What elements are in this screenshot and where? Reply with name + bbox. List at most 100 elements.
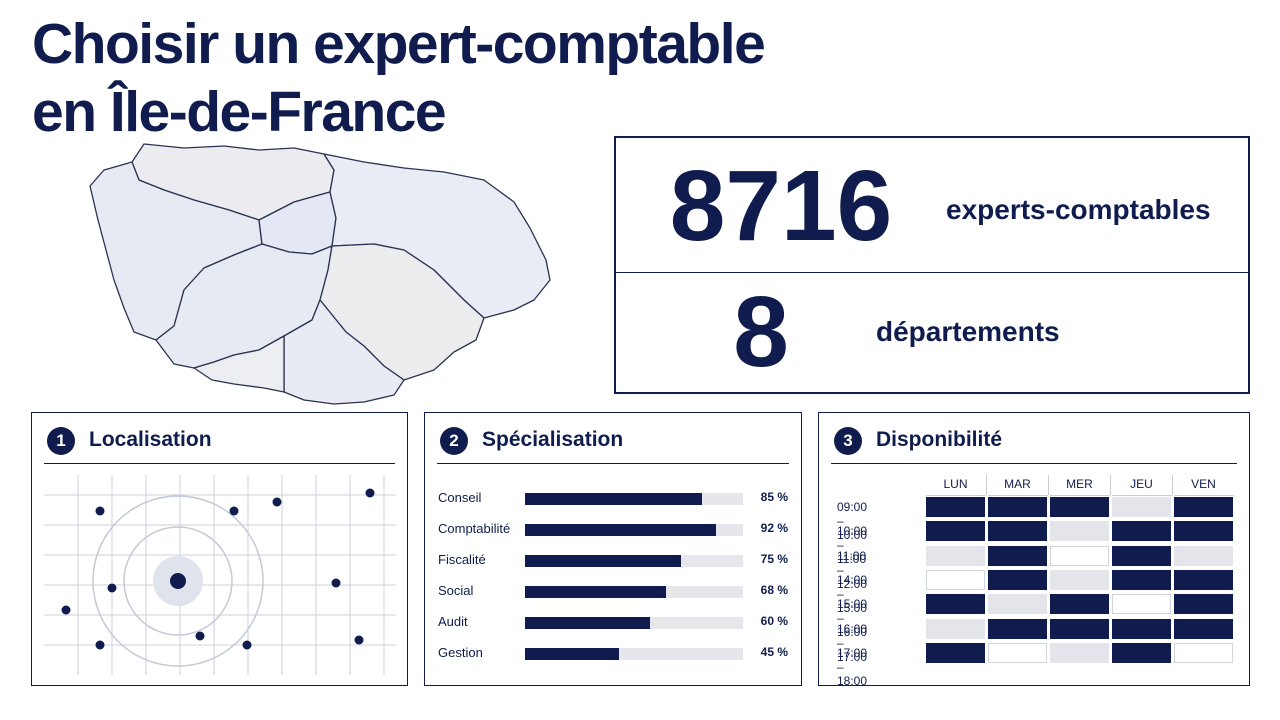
location-dot xyxy=(272,497,282,507)
ile-de-france-map xyxy=(89,143,551,405)
panel-localisation-title: Localisation xyxy=(89,428,212,451)
specialisation-bar-track xyxy=(525,524,743,536)
schedule-cell-free[interactable] xyxy=(926,569,985,590)
panel-localisation-header: 1 Localisation xyxy=(44,425,395,464)
schedule-cell-free[interactable] xyxy=(988,642,1047,663)
panel-disponibilite-number: 3 xyxy=(834,427,862,455)
schedule-day-header: JEU xyxy=(1111,477,1172,496)
schedule-cell-available[interactable] xyxy=(988,521,1047,542)
specialisation-label: Audit xyxy=(438,614,468,629)
stat-row-experts: 8716 experts-comptables xyxy=(616,138,1248,273)
specialisation-bar-fill xyxy=(525,555,681,567)
specialisation-value: 60 % xyxy=(760,614,788,628)
schedule-cell-available[interactable] xyxy=(988,618,1047,639)
panel-localisation-number: 1 xyxy=(47,427,75,455)
range-ring-outer xyxy=(92,495,264,667)
range-ring-inner xyxy=(123,526,233,636)
page-title-line-1: Choisir un expert-comptable xyxy=(32,12,766,76)
schedule-cell-busy[interactable] xyxy=(926,545,985,566)
schedule-cell-available[interactable] xyxy=(988,569,1047,590)
location-dot xyxy=(365,488,375,498)
specialisation-bar-fill xyxy=(525,617,650,629)
schedule-cell-available[interactable] xyxy=(988,545,1047,566)
schedule-day-separator xyxy=(1172,475,1173,495)
center-marker xyxy=(170,573,186,589)
schedule-cell-available[interactable] xyxy=(926,521,985,542)
specialisation-row: Social 68 % xyxy=(438,579,788,603)
specialisation-bar-track xyxy=(525,617,743,629)
schedule-cell-available[interactable] xyxy=(1112,569,1171,590)
specialisation-row: Gestion 45 % xyxy=(438,641,788,665)
specialisation-label: Fiscalité xyxy=(438,552,486,567)
stat-label-departements: départements xyxy=(876,316,1060,347)
location-dot xyxy=(95,506,105,516)
schedule-cell-available[interactable] xyxy=(1174,569,1233,590)
specialisation-bar-track xyxy=(525,586,743,598)
specialisation-label: Social xyxy=(438,583,474,598)
schedule-time-slot: 17:00 – 18:00 xyxy=(837,645,868,688)
specialisation-label: Gestion xyxy=(438,645,483,660)
schedule-cell-available[interactable] xyxy=(1112,618,1171,639)
specialisation-bar-track xyxy=(525,555,743,567)
schedule-time-slot: 14:00 – 15:00 xyxy=(837,572,868,615)
location-dot xyxy=(107,583,117,593)
schedule-cell-available[interactable] xyxy=(926,497,985,517)
schedule-cell-available[interactable] xyxy=(1112,521,1171,542)
schedule-cell-available[interactable] xyxy=(1174,497,1233,517)
schedule-day-header: MAR xyxy=(987,477,1048,496)
stats-box: 8716 experts-comptables 8 départements xyxy=(614,136,1250,394)
schedule-cell-available[interactable] xyxy=(1112,642,1171,663)
schedule-cell-available[interactable] xyxy=(1050,594,1109,615)
schedule-cell-available[interactable] xyxy=(1174,594,1233,615)
location-dot xyxy=(95,640,105,650)
schedule-cell-available[interactable] xyxy=(1050,497,1109,517)
schedule-day-separator xyxy=(1048,475,1049,495)
specialisation-bar-fill xyxy=(525,493,702,505)
schedule-cell-busy[interactable] xyxy=(1174,545,1233,566)
schedule-cell-busy[interactable] xyxy=(1050,642,1109,663)
map-department-sud-ouest xyxy=(193,335,285,393)
schedule-time-slot: 10:00 – 11:00 xyxy=(837,524,868,567)
schedule-cell-free[interactable] xyxy=(1174,642,1233,663)
specialisation-value: 75 % xyxy=(760,552,788,566)
schedule-cell-available[interactable] xyxy=(926,594,985,615)
specialisation-label: Conseil xyxy=(438,490,482,505)
schedule-day-separator xyxy=(986,475,987,495)
specialisation-label: Comptabilité xyxy=(438,521,511,536)
schedule-cell-busy[interactable] xyxy=(1112,497,1171,517)
schedule-time-slot: 15:00 – 16:00 xyxy=(837,597,868,640)
schedule-cell-busy[interactable] xyxy=(1050,569,1109,590)
specialisation-bar-track xyxy=(525,648,743,660)
schedule-day-header: LUN xyxy=(925,477,986,496)
schedule-time-slot: 11:00 – 12:00 xyxy=(837,548,868,591)
schedule-cell-available[interactable] xyxy=(988,497,1047,517)
specialisation-bar-fill xyxy=(525,524,717,536)
schedule-cell-available[interactable] xyxy=(1112,545,1171,566)
location-dot xyxy=(61,605,71,615)
specialisation-bar-fill xyxy=(525,648,619,660)
schedule-cell-free[interactable] xyxy=(1112,594,1171,615)
schedule-day-separator xyxy=(1110,475,1111,495)
specialisation-row: Fiscalité 75 % xyxy=(438,548,788,572)
location-dot xyxy=(354,635,364,645)
specialisation-bar-track xyxy=(525,493,743,505)
schedule-cell-busy[interactable] xyxy=(1050,521,1109,542)
stat-label-experts: experts-comptables xyxy=(946,194,1211,225)
specialisation-row: Comptabilité 92 % xyxy=(438,517,788,541)
location-dot xyxy=(242,640,252,650)
specialisation-row: Audit 60 % xyxy=(438,610,788,634)
specialisation-row: Conseil 85 % xyxy=(438,486,788,510)
schedule-cell-busy[interactable] xyxy=(926,618,985,639)
panel-specialisation: 2 Spécialisation Conseil 85 % Comptabilité… xyxy=(424,412,802,686)
schedule-time-slot: 16:00 – 17:00 xyxy=(837,621,868,664)
schedule-cell-available[interactable] xyxy=(1174,618,1233,639)
schedule-cell-available[interactable] xyxy=(1174,521,1233,542)
panel-specialisation-title: Spécialisation xyxy=(482,428,624,451)
panel-disponibilite-title: Disponibilité xyxy=(876,428,1002,451)
schedule-cell-busy[interactable] xyxy=(988,594,1047,615)
schedule-time-slot: 09:00 – 10:00 xyxy=(837,500,868,542)
schedule-cell-available[interactable] xyxy=(1050,618,1109,639)
panel-disponibilite: 3 Disponibilité LUN MAR MER JEU VEN 09:00 – 1… xyxy=(818,412,1250,688)
schedule-cell-free[interactable] xyxy=(1050,545,1109,566)
schedule-cell-available[interactable] xyxy=(926,642,985,663)
